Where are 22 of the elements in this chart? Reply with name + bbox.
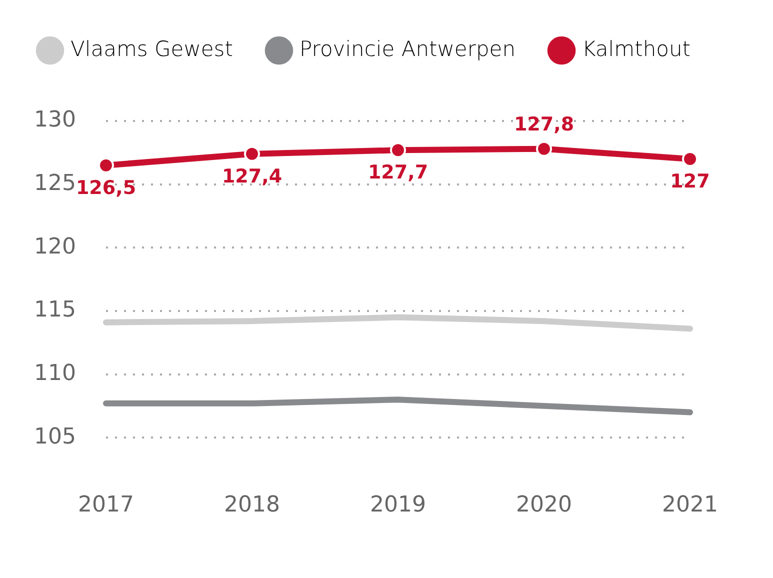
data-label: 127,7 [368, 162, 428, 184]
data-label: 126,5 [76, 176, 136, 199]
y-tick-label: 105 [34, 424, 76, 450]
legend-label: Kalmthout [582, 36, 691, 61]
point [536, 140, 552, 157]
x-tick-label: 2021 [662, 492, 718, 518]
data-label: 127 [670, 170, 710, 192]
x-tick-label: 2019 [370, 492, 426, 518]
x-tick-label: 2017 [78, 492, 134, 518]
data-label: 127,4 [222, 165, 282, 188]
point [244, 146, 260, 162]
y-tick-label: 115 [34, 298, 76, 323]
point [390, 142, 406, 158]
x-tick-label: 2018 [224, 492, 280, 518]
legend-label: Provincie Antwerpen [299, 36, 516, 61]
y-tick-label: 130 [34, 108, 76, 133]
x-tick-label: 2020 [516, 492, 572, 518]
y-tick-label: 125 [34, 171, 76, 196]
y-tick-label: 120 [34, 234, 76, 260]
y-tick-label: 110 [34, 361, 76, 386]
legend-label: Vlaams Gewest [70, 36, 233, 61]
data-label: 127,8 [514, 113, 574, 136]
